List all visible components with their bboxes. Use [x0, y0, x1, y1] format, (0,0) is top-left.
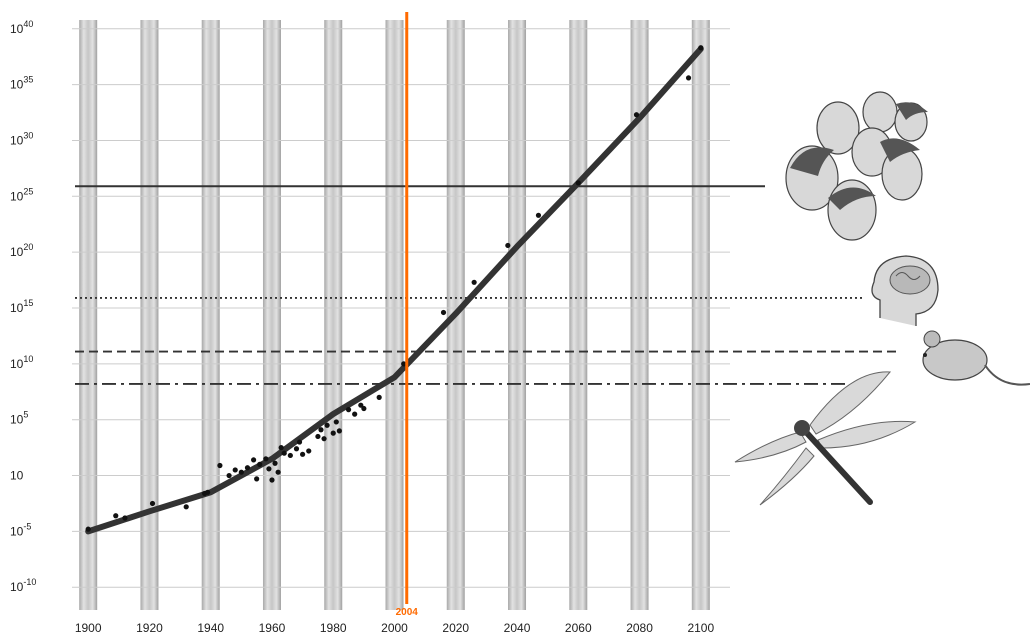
y-tick-label: 10 [10, 469, 24, 483]
data-point [361, 405, 367, 412]
data-point [333, 419, 339, 425]
data-point [254, 476, 260, 482]
data-point [575, 180, 581, 186]
y-tick-label: 1015 [10, 298, 33, 315]
data-point [505, 242, 511, 249]
data-point [698, 45, 704, 51]
y-tick-label: 1010 [10, 354, 33, 371]
data-point [85, 526, 91, 532]
data-point [122, 515, 128, 521]
reference-levels [75, 185, 900, 385]
data-point [281, 450, 287, 456]
data-point [376, 394, 382, 400]
data-point [205, 489, 211, 495]
data-point [300, 451, 306, 457]
year-pillar [691, 20, 710, 610]
year-pillar [385, 20, 404, 610]
y-tick-label: 1040 [10, 19, 33, 36]
data-point [226, 472, 232, 479]
data-point [293, 446, 300, 452]
x-tick-label: 2040 [504, 621, 531, 635]
data-point [149, 500, 156, 507]
mouse-icon [922, 330, 1030, 386]
y-tick-label: 1020 [10, 242, 33, 259]
data-point [263, 456, 269, 462]
data-point [238, 469, 244, 475]
y-axis-ticks: 10-10 10-5 10 105 1010 1015 1020 1025 1030 1035 10… [10, 19, 36, 594]
data-point [324, 422, 330, 428]
data-point [321, 436, 327, 442]
data-point [266, 466, 272, 472]
data-point [272, 460, 278, 466]
year-pillar [262, 20, 281, 610]
year-pillars [79, 20, 710, 610]
x-axis-ticks: 1900 1920 1940 1960 1980 2000 2020 2040 2060 2080… [75, 621, 715, 635]
year-pillar [630, 20, 649, 610]
data-points [85, 45, 704, 532]
data-point [269, 477, 275, 483]
data-point [113, 513, 119, 519]
data-point [345, 407, 352, 413]
data-point [275, 469, 281, 475]
data-point [352, 411, 358, 417]
data-point [217, 462, 223, 469]
data-point [232, 467, 238, 473]
present-marker: 2004 [396, 12, 419, 618]
x-tick-label: 2080 [626, 621, 653, 635]
data-point [401, 361, 407, 367]
x-tick-label: 1900 [75, 621, 102, 635]
year-pillar [324, 20, 343, 610]
x-tick-label: 2000 [381, 621, 408, 635]
year-pillar [140, 20, 159, 610]
x-tick-label: 2020 [442, 621, 469, 635]
data-point [685, 75, 692, 81]
data-point [336, 428, 342, 434]
y-tick-label: 105 [10, 410, 28, 427]
data-point [250, 457, 257, 463]
dragonfly-icon [734, 371, 917, 506]
year-pillar [79, 20, 98, 610]
data-point [318, 427, 324, 433]
human-brain-icon [871, 255, 939, 326]
data-point [278, 445, 284, 451]
data-point [306, 448, 312, 454]
x-tick-label: 2100 [687, 621, 714, 635]
y-tick-label: 1030 [10, 130, 33, 147]
human-heads-icon [785, 91, 928, 241]
data-point [535, 212, 542, 218]
x-tick-label: 2060 [565, 621, 592, 635]
trend-line-group [85, 45, 704, 535]
data-point [315, 433, 321, 440]
x-tick-label: 1960 [259, 621, 286, 635]
y-tick-label: 10-5 [10, 521, 31, 538]
y-gridlines [72, 28, 730, 588]
data-point [633, 112, 640, 118]
y-tick-label: 1025 [10, 186, 33, 203]
year-pillar [569, 20, 588, 610]
x-tick-label: 1920 [136, 621, 163, 635]
y-tick-label: 10-10 [10, 577, 36, 594]
trend-line [85, 45, 704, 535]
data-point [296, 439, 303, 445]
data-point [358, 402, 364, 408]
data-point [287, 452, 293, 459]
data-point [244, 465, 251, 471]
y-tick-label: 1035 [10, 75, 33, 92]
x-tick-label: 1980 [320, 621, 347, 635]
present-marker-label: 2004 [396, 607, 419, 618]
data-point [440, 309, 447, 316]
data-point [471, 279, 477, 285]
data-point [257, 461, 263, 467]
year-pillar [508, 20, 527, 610]
data-point [330, 430, 336, 436]
x-tick-label: 1940 [197, 621, 224, 635]
data-point [183, 504, 189, 510]
year-pillar [201, 20, 220, 610]
